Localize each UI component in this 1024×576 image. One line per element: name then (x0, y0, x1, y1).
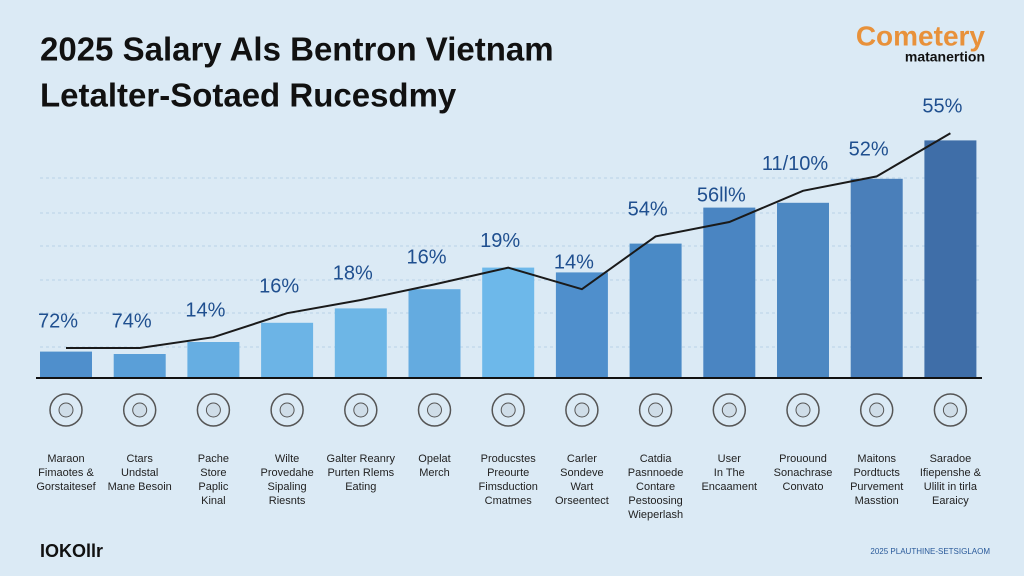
bar (850, 178, 903, 378)
annotation: 14% (185, 299, 225, 321)
trend-line (66, 132, 951, 349)
icon (500, 402, 516, 418)
icon (205, 402, 221, 418)
annotation: 18% (333, 262, 373, 284)
bar (703, 207, 756, 378)
icon (196, 393, 231, 427)
bar (261, 322, 314, 378)
icon (721, 402, 737, 418)
icon (869, 402, 885, 418)
icon (574, 402, 590, 418)
icon (353, 402, 369, 418)
annotation: 16% (406, 247, 446, 269)
icon (638, 393, 673, 427)
footer-logo: IOKOllr (40, 541, 103, 561)
x-tick-label: Producstes Preourte Fimsduction Cmatmes (478, 453, 538, 507)
icon (122, 393, 157, 427)
icon (132, 402, 148, 418)
annotation: 16% (259, 275, 299, 297)
x-tick-label: Pache Store Paplic Kinal (197, 453, 229, 507)
footer-note: 2025 PLAUTHINE-SETSIGLAOM (870, 547, 990, 556)
annotation: 56ll% (697, 184, 746, 206)
logo: Cometery (856, 20, 986, 51)
icon (344, 393, 378, 427)
bar (629, 243, 682, 378)
icon (795, 402, 811, 418)
icon (491, 393, 525, 427)
annotation: 72% (38, 310, 78, 332)
logo-sub: matanertion (905, 49, 985, 65)
icon (49, 393, 83, 427)
title: Letalter-Sotaed Rucesdmy (40, 77, 457, 114)
icon (270, 393, 304, 427)
title: 2025 Salary Als Bentron Vietnam (40, 31, 554, 68)
icon (933, 393, 968, 427)
icon (648, 402, 664, 418)
x-tick-label: Ctars Undstal Mane Besoin (107, 453, 172, 493)
annotation: 74% (112, 310, 152, 332)
bar (408, 289, 461, 378)
x-tick-label: Carler Sondeve Wart Orseentect (554, 453, 609, 507)
icon (712, 393, 747, 427)
icon (427, 402, 442, 418)
icon (58, 402, 74, 418)
x-tick-label: Wilte Provedahe Sipaling Riesnts (260, 453, 314, 507)
icon (279, 402, 295, 418)
annotation: 11/10% (762, 153, 829, 175)
bar (187, 342, 240, 378)
x-tick-label: Catdia Pasnnoede Contare Pestoosing Wiep… (627, 453, 684, 521)
x-tick-label: Maraon Fimaotes & Gorstaitesef (36, 453, 96, 493)
icon (786, 393, 820, 427)
icon (859, 393, 894, 427)
bar (113, 354, 166, 378)
bar (40, 351, 92, 378)
x-tick-label: User In The Encaament (701, 453, 758, 493)
icon (565, 393, 599, 427)
annotation: 19% (480, 230, 520, 252)
bar (334, 308, 387, 378)
bar (482, 267, 535, 378)
x-tick-label: Galter Reanry Purten Rlems Eating (326, 453, 396, 493)
x-tick-label: Opelat Merch (418, 453, 451, 479)
icon (417, 393, 452, 427)
icon (942, 402, 958, 418)
annotation: 52% (849, 139, 889, 161)
annotation: 55% (922, 95, 962, 117)
annotation: 54% (628, 199, 668, 221)
x-tick-label: Maitons Pordtucts Purvement Masstion (850, 453, 904, 507)
bar (777, 202, 829, 378)
annotation: 14% (554, 251, 594, 273)
x-tick-label: Saradoe Ifiepenshe & Ulilit in tirla Ear… (919, 453, 981, 507)
bar (924, 140, 977, 378)
x-tick-label: Prouound Sonachrase Convato (773, 453, 833, 493)
